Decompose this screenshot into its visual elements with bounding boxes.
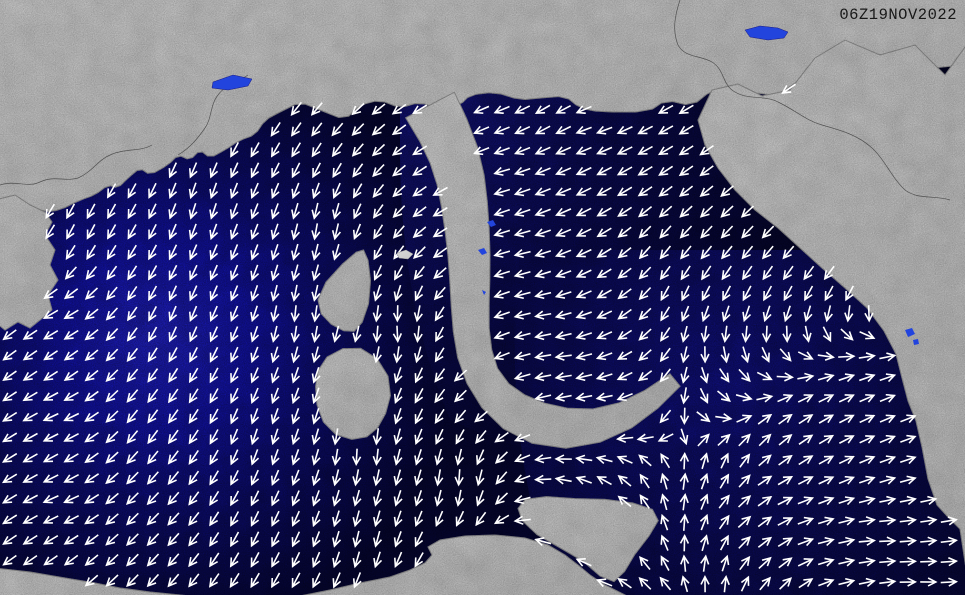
- svg-text:06Z19NOV2022: 06Z19NOV2022: [839, 6, 957, 24]
